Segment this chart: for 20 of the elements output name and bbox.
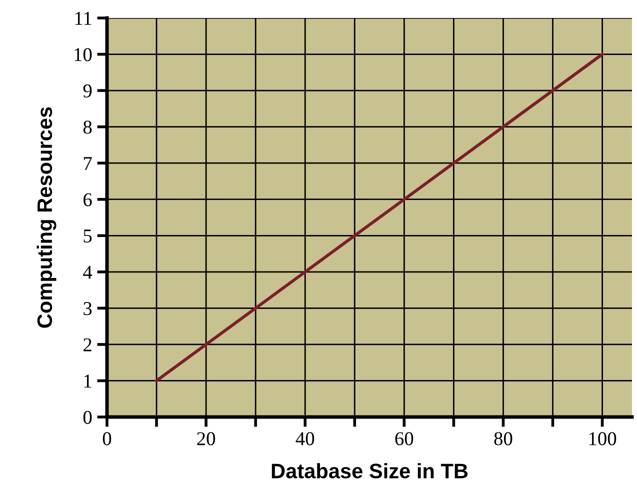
y-tick-label: 0 — [83, 410, 92, 424]
x-tick-label: 40 — [296, 432, 314, 446]
x-axis-title: Database Size in TB — [272, 463, 468, 478]
x-tick-label: 20 — [197, 432, 216, 446]
y-tick-label: 11 — [75, 12, 92, 25]
y-tick-label: 8 — [83, 120, 92, 134]
y-tick-label: 7 — [84, 157, 92, 170]
x-tick-label: 0 — [102, 432, 112, 446]
y-tick-label: 9 — [83, 84, 92, 98]
y-tick-label: 2 — [84, 338, 92, 352]
x-tick-label: 100 — [589, 432, 616, 446]
y-tick-label: 10 — [74, 48, 92, 62]
y-tick-label: 3 — [84, 302, 92, 316]
y-axis-title: Computing Resources — [36, 107, 56, 328]
y-tick-label: 5 — [84, 230, 92, 243]
x-tick-label: 60 — [395, 432, 414, 446]
y-tick-label: 6 — [84, 193, 92, 206]
y-tick-label: 4 — [83, 266, 92, 279]
x-tick-label: 80 — [494, 432, 512, 446]
y-tick-label: 1 — [84, 374, 92, 388]
